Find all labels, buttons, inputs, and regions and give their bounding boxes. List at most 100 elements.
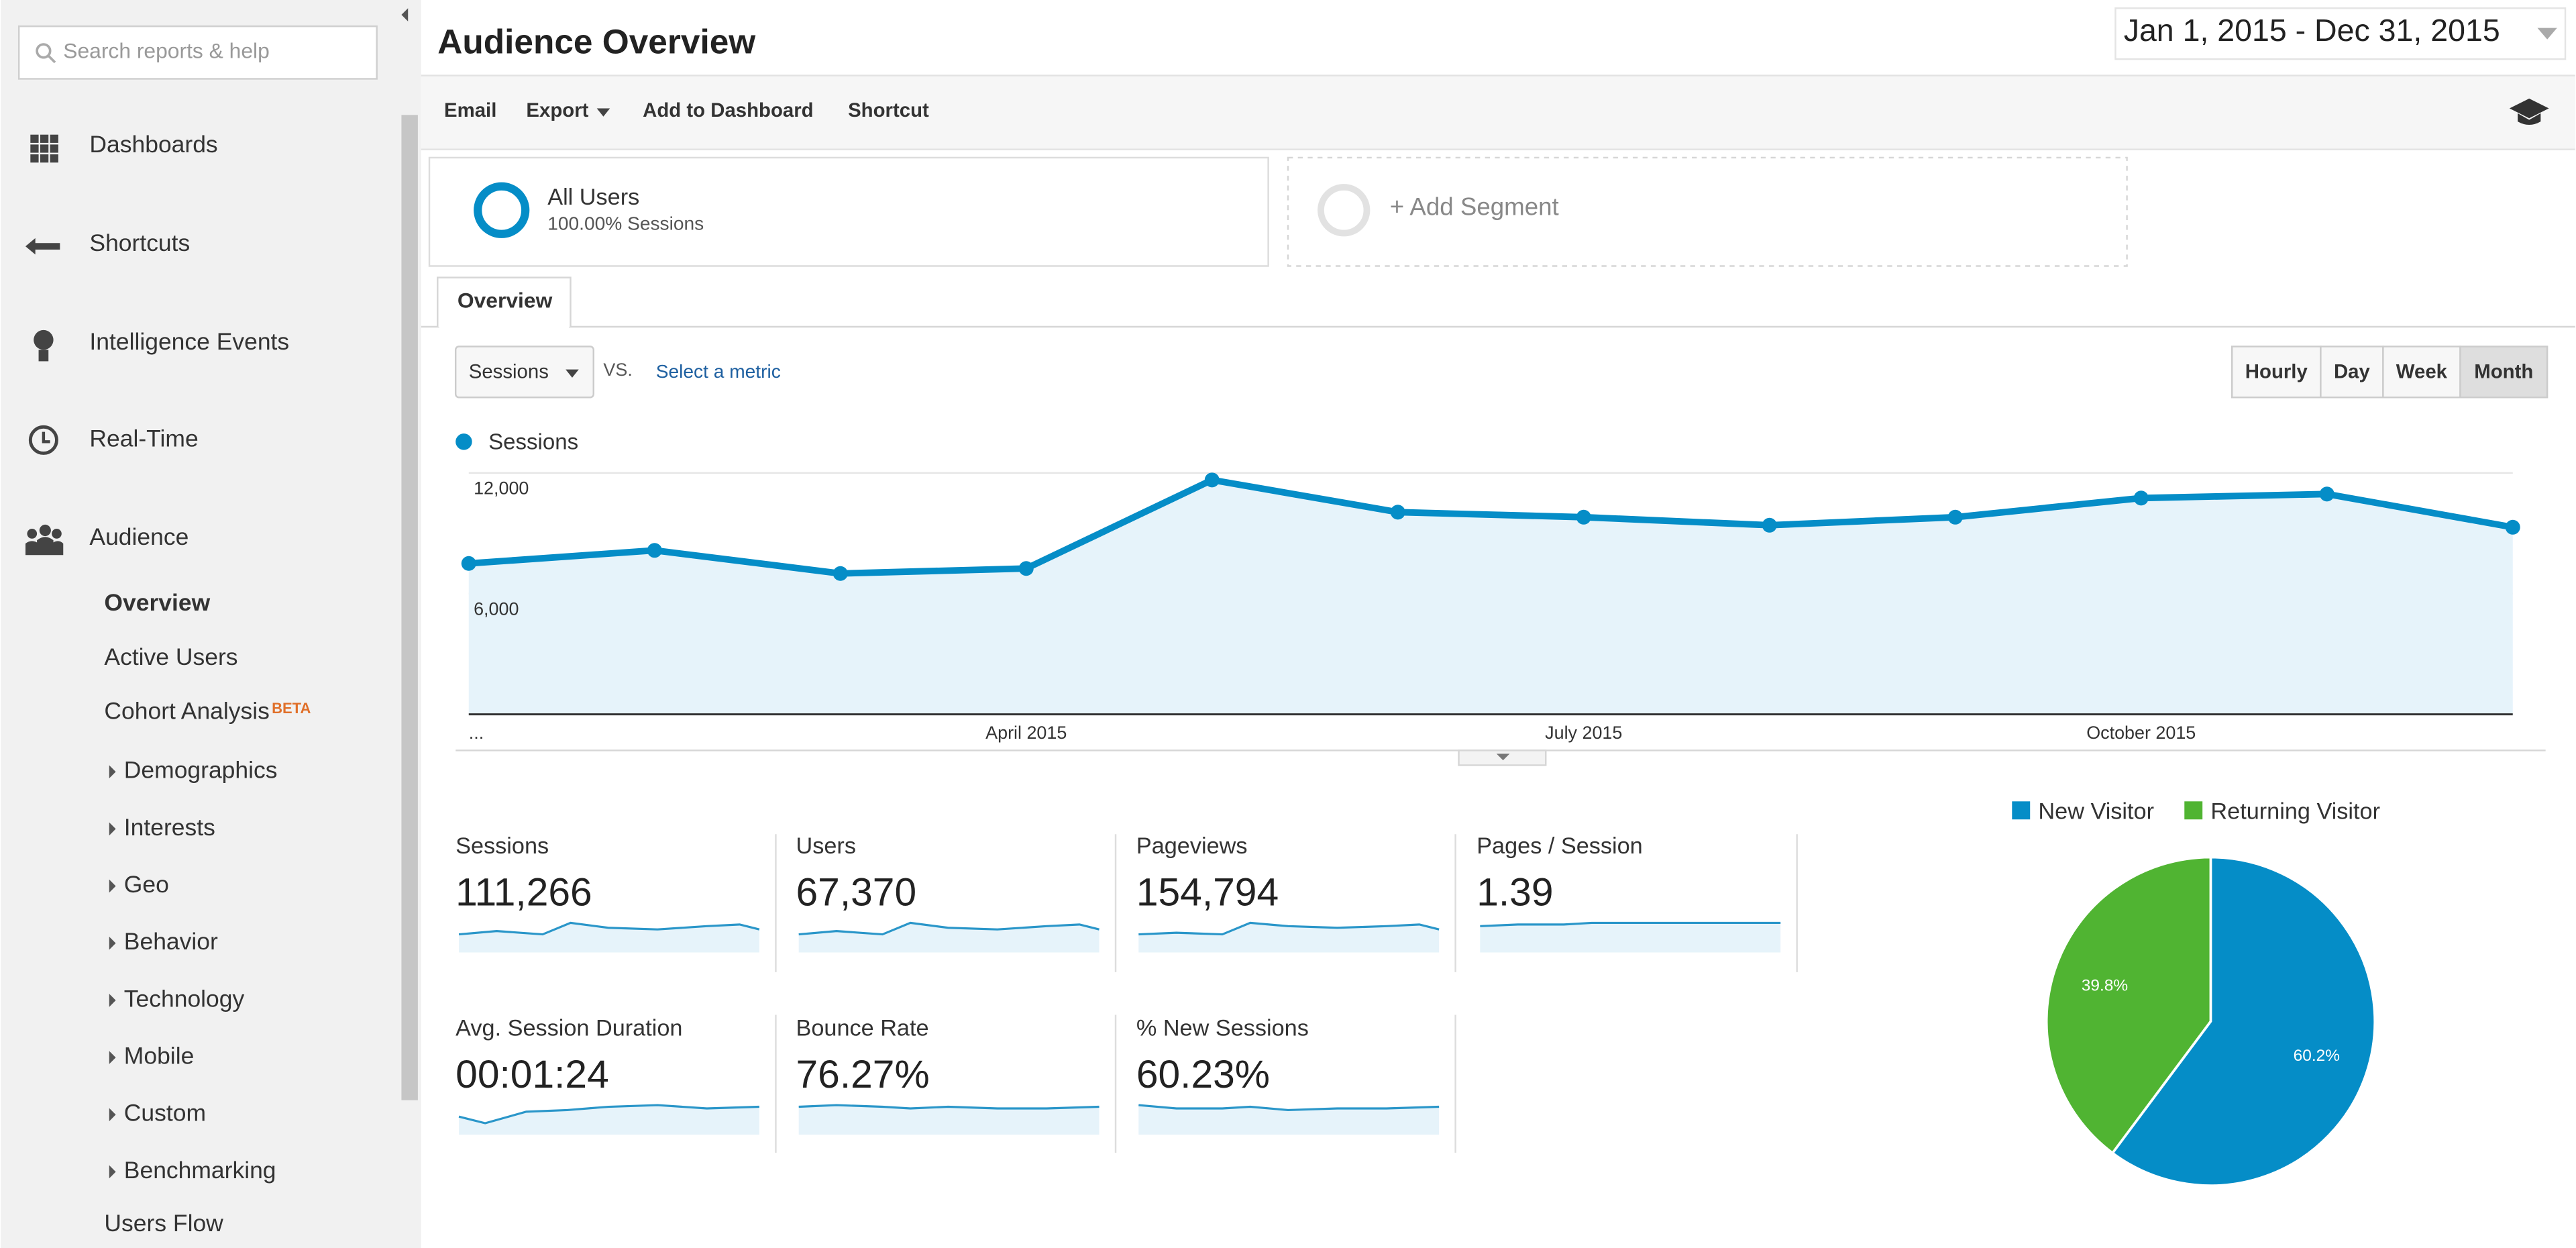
segment-card[interactable] [428, 156, 1269, 267]
x-tick-label: July 2015 [1545, 723, 1622, 743]
date-picker[interactable] [2114, 7, 2567, 60]
nav-item[interactable]: Real-Time [89, 425, 198, 452]
nav-subitem[interactable]: Benchmarking [124, 1157, 276, 1184]
nav-item[interactable]: Audience [89, 523, 189, 550]
point [1576, 509, 1591, 525]
metric-label: Pageviews [1136, 833, 1248, 859]
metric-dropdown[interactable] [454, 346, 594, 399]
nav-item[interactable]: Dashboards [89, 131, 217, 158]
expand-arrow [109, 879, 116, 893]
nav-subitem[interactable]: Interests [124, 814, 215, 841]
toolbar-item[interactable]: Export [526, 99, 588, 121]
granularity-label: Week [2396, 360, 2448, 382]
search-icon [36, 43, 52, 59]
tab-label: Overview [458, 289, 553, 313]
sparkline [1480, 921, 1781, 953]
nav-subitem[interactable]: Active Users [104, 643, 237, 670]
collapse-arrow[interactable] [401, 8, 409, 21]
beta-badge: BETA [272, 700, 311, 717]
nav-item[interactable]: Intelligence Events [89, 328, 289, 355]
toolbar-item[interactable]: Email [444, 99, 496, 121]
metric-label: Sessions [469, 360, 549, 382]
pie-slice [2110, 855, 2376, 1187]
metric-label: Sessions [455, 833, 549, 859]
separators [775, 834, 1798, 1153]
tab[interactable] [437, 276, 572, 327]
metric-value: 60.23% [1136, 1053, 1270, 1096]
expand-arrow [109, 1165, 116, 1179]
y-tick-label: 12,000 [474, 478, 529, 498]
metric-value: 67,370 [796, 870, 917, 914]
search-placeholder: Search reports & help [63, 39, 270, 63]
nav-subitem[interactable]: Geo [124, 871, 169, 898]
caret [1496, 753, 1510, 761]
date-caret [2537, 28, 2557, 40]
metric-label: Bounce Rate [796, 1016, 929, 1041]
x-tick-label: October 2015 [2086, 723, 2196, 743]
sidebar-bg [1, 0, 421, 1248]
nav-subitem[interactable]: Mobile [124, 1042, 194, 1069]
expand-arrow [109, 765, 116, 779]
expand-arrow [109, 1051, 116, 1064]
point [1204, 472, 1220, 488]
nav-subitem[interactable]: Technology [124, 985, 245, 1012]
toolbar-bg [421, 75, 2575, 150]
date-range: Jan 1, 2015 - Dec 31, 2015 [2124, 13, 2500, 48]
caret [566, 369, 579, 378]
nav-subitem[interactable]: Custom [124, 1100, 206, 1127]
line-chart: Sessions 6,000 12,000... April 2015 July 201… [455, 429, 2520, 743]
granularity-button[interactable] [2231, 346, 2322, 399]
segment-placeholder [1318, 184, 1371, 237]
segment-sub: 100.00% Sessions [547, 213, 704, 234]
sparkline [1138, 1104, 1440, 1135]
metric-value: 1.39 [1477, 870, 1553, 914]
nav-subitem[interactable]: Overview [104, 589, 210, 616]
area [468, 480, 2513, 715]
nav-subitem[interactable]: Demographics [124, 757, 278, 784]
nav-icons [25, 134, 64, 556]
vs-label: VS. [603, 360, 632, 380]
legend-label: Sessions [488, 429, 578, 454]
nav-subitem[interactable]: Users Flow [104, 1210, 223, 1237]
expand-arrow [109, 822, 116, 836]
metric-value: 76.27% [796, 1053, 930, 1096]
y-tick-label: 6,000 [474, 599, 519, 619]
nav-list: Dashboards Shortcuts Intelligence Events Re… [89, 131, 311, 1237]
pie-slice [2045, 855, 2212, 1155]
x-tick-label: ... [469, 723, 484, 743]
pie-label: 39.8% [2082, 976, 2128, 994]
metric-label: Pages / Session [1477, 833, 1643, 859]
point [647, 543, 662, 558]
help-icon[interactable] [2509, 98, 2549, 125]
select-metric[interactable]: Select a metric [656, 361, 781, 382]
metric-value: 154,794 [1136, 870, 1279, 914]
point [1018, 561, 1034, 576]
pie-chart: New Visitor Returning Visitor 60.2% 39.8% [2012, 798, 2380, 1187]
point [1390, 505, 1405, 520]
granularity-button[interactable] [2382, 346, 2461, 399]
granularity-label: Month [2474, 360, 2533, 382]
granularity-button[interactable] [2459, 346, 2548, 399]
metric-value: 111,266 [455, 870, 592, 914]
segment-name: All Users [547, 185, 639, 210]
line [468, 476, 2514, 577]
sparkline [798, 921, 1099, 953]
point [1947, 509, 1963, 525]
nav-item[interactable]: Shortcuts [89, 229, 190, 256]
granularity-label: Hourly [2245, 360, 2308, 382]
search-box[interactable] [17, 25, 378, 80]
toolbar-item[interactable]: Add to Dashboard [643, 99, 813, 121]
legend-swatch [2184, 801, 2203, 820]
metric-label: Avg. Session Duration [455, 1016, 682, 1041]
metric-label: Users [796, 833, 856, 859]
x-tick-label: April 2015 [985, 723, 1067, 743]
point [2505, 519, 2520, 535]
expand-arrow [109, 936, 116, 950]
nav-subitem[interactable]: Cohort Analysis [104, 698, 269, 725]
add-segment[interactable] [1287, 156, 2128, 267]
scrollbar[interactable] [401, 115, 418, 1100]
legend-marker [455, 433, 472, 450]
nav-subitem[interactable]: Behavior [124, 928, 218, 955]
segment-donut [474, 182, 530, 238]
toolbar-item[interactable]: Shortcut [848, 99, 929, 121]
